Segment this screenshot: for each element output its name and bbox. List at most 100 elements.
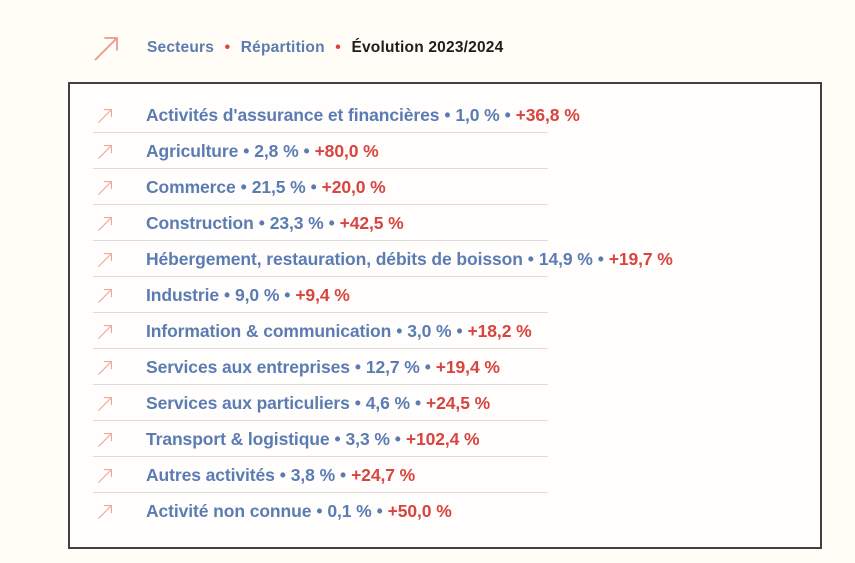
sector-name: Agriculture <box>146 140 239 161</box>
header-breadcrumb: Secteurs • Répartition • Évolution 2023/… <box>147 39 503 57</box>
sector-evolution: +20,0 % <box>321 176 386 197</box>
sector-name: Services aux particuliers <box>146 392 350 413</box>
sector-name: Autres activités <box>146 464 275 485</box>
sector-row: Services aux particuliers • 4,6 % • +24,5 % <box>70 385 820 421</box>
sector-share: 4,6 % <box>365 392 411 413</box>
trend-up-arrow-icon <box>94 37 118 61</box>
trend-up-arrow-icon <box>97 144 112 159</box>
row-bullet: • <box>456 320 463 341</box>
trend-up-arrow-icon <box>97 252 112 267</box>
trend-up-arrow-icon <box>97 180 112 195</box>
sector-share: 3,3 % <box>345 428 390 449</box>
row-bullet: • <box>284 284 291 305</box>
trend-up-arrow-icon <box>97 360 112 375</box>
sector-row-text: Services aux entreprises • 12,7 % • +19,4 % <box>146 357 500 378</box>
sector-row: Hébergement, restauration, débits de boi… <box>70 241 820 277</box>
row-bullet: • <box>376 500 383 521</box>
sector-row: Industrie • 9,0 % • +9,4 % <box>70 277 820 313</box>
sector-name: Industrie <box>146 284 219 305</box>
trend-up-arrow-icon <box>97 468 112 483</box>
sector-evolution: +80,0 % <box>314 140 379 161</box>
sector-name: Commerce <box>146 176 236 197</box>
sector-name: Construction <box>146 212 254 233</box>
sector-evolution: +9,4 % <box>295 284 350 305</box>
row-bullet: • <box>258 212 265 233</box>
header-bullet: • <box>224 39 231 56</box>
trend-up-arrow-icon <box>97 324 112 339</box>
row-bullet: • <box>527 248 534 269</box>
sector-evolution: +102,4 % <box>405 428 480 449</box>
sector-row-text: Activités d'assurance et financières • 1,0… <box>146 105 580 126</box>
sector-row: Commerce • 21,5 % • +20,0 % <box>70 169 820 205</box>
row-bullet: • <box>243 140 250 161</box>
sector-evolution: +42,5 % <box>339 212 404 233</box>
sector-share: 12,7 % <box>365 356 420 377</box>
trend-up-arrow-icon <box>97 432 112 447</box>
sector-share: 21,5 % <box>251 176 306 197</box>
row-bullet: • <box>316 500 323 521</box>
row-bullet: • <box>224 284 231 305</box>
header: Secteurs • Répartition • Évolution 2023/… <box>88 30 503 66</box>
row-bullet: • <box>354 392 361 413</box>
sector-row-text: Information & communication • 3,0 % • +18,2 … <box>146 321 532 342</box>
row-bullet: • <box>424 356 431 377</box>
sector-share: 23,3 % <box>269 212 324 233</box>
row-bullet: • <box>394 428 401 449</box>
sector-row: Information & communication • 3,0 % • +18,2 … <box>70 313 820 349</box>
sector-row: Services aux entreprises • 12,7 % • +19,4 % <box>70 349 820 385</box>
row-bullet: • <box>310 176 317 197</box>
sector-row: Autres activités • 3,8 % • +24,7 % <box>70 457 820 493</box>
row-bullet: • <box>340 464 347 485</box>
sector-row-text: Activité non connue • 0,1 % • +50,0 % <box>146 501 452 522</box>
row-bullet: • <box>354 356 361 377</box>
sector-share: 3,0 % <box>407 320 452 341</box>
row-bullet: • <box>334 428 341 449</box>
sector-share: 3,8 % <box>290 464 336 485</box>
row-bullet: • <box>415 392 422 413</box>
sector-row-text: Hébergement, restauration, débits de boi… <box>146 249 673 270</box>
sector-share: 9,0 % <box>235 284 280 305</box>
row-bullet: • <box>444 104 451 125</box>
sector-evolution: +24,5 % <box>426 392 491 413</box>
header-item-secteurs: Secteurs <box>147 39 215 56</box>
sector-row: Construction • 23,3 % • +42,5 % <box>70 205 820 241</box>
trend-up-arrow-icon <box>97 396 112 411</box>
sector-row-text: Industrie • 9,0 % • +9,4 % <box>146 285 350 306</box>
sector-evolution: +18,2 % <box>467 320 532 341</box>
row-bullet: • <box>303 140 310 161</box>
sector-list-panel: Activités d'assurance et financières • 1,0… <box>68 82 822 549</box>
sector-name: Activités d'assurance et financières <box>146 104 440 125</box>
trend-up-arrow-icon <box>97 504 112 519</box>
header-item-evolution: Évolution 2023/2024 <box>351 39 504 56</box>
sector-row: Activités d'assurance et financières • 1,0… <box>70 97 820 133</box>
sector-name: Services aux entreprises <box>146 356 350 377</box>
row-bullet: • <box>504 104 511 125</box>
sector-share: 14,9 % <box>538 248 593 269</box>
row-bullet: • <box>240 176 247 197</box>
sector-row-text: Services aux particuliers • 4,6 % • +24,5 % <box>146 393 490 414</box>
sector-evolution: +36,8 % <box>515 104 580 125</box>
sector-row: Activité non connue • 0,1 % • +50,0 % <box>70 493 820 529</box>
sector-evolution: +50,0 % <box>387 500 452 521</box>
sector-name: Transport & logistique <box>146 428 330 449</box>
sector-row-text: Construction • 23,3 % • +42,5 % <box>146 213 404 234</box>
row-bullet: • <box>597 248 604 269</box>
sector-share: 2,8 % <box>254 140 299 161</box>
trend-up-arrow-icon <box>97 216 112 231</box>
sector-row-text: Autres activités • 3,8 % • +24,7 % <box>146 465 415 486</box>
sector-row-text: Commerce • 21,5 % • +20,0 % <box>146 177 386 198</box>
sector-evolution: +24,7 % <box>351 464 416 485</box>
row-bullet: • <box>279 464 286 485</box>
trend-up-arrow-icon <box>97 288 112 303</box>
sector-share: 0,1 % <box>327 500 372 521</box>
row-bullet: • <box>396 320 403 341</box>
sector-share: 1,0 % <box>455 104 500 125</box>
header-bullet: • <box>335 39 341 56</box>
sector-name: Hébergement, restauration, débits de boi… <box>146 248 523 269</box>
sector-row-text: Agriculture • 2,8 % • +80,0 % <box>146 141 379 162</box>
sector-row: Transport & logistique • 3,3 % • +102,4 % <box>70 421 820 457</box>
sector-name: Information & communication <box>146 320 392 341</box>
sector-row-text: Transport & logistique • 3,3 % • +102,4 % <box>146 428 480 450</box>
sector-evolution: +19,4 % <box>435 356 500 377</box>
